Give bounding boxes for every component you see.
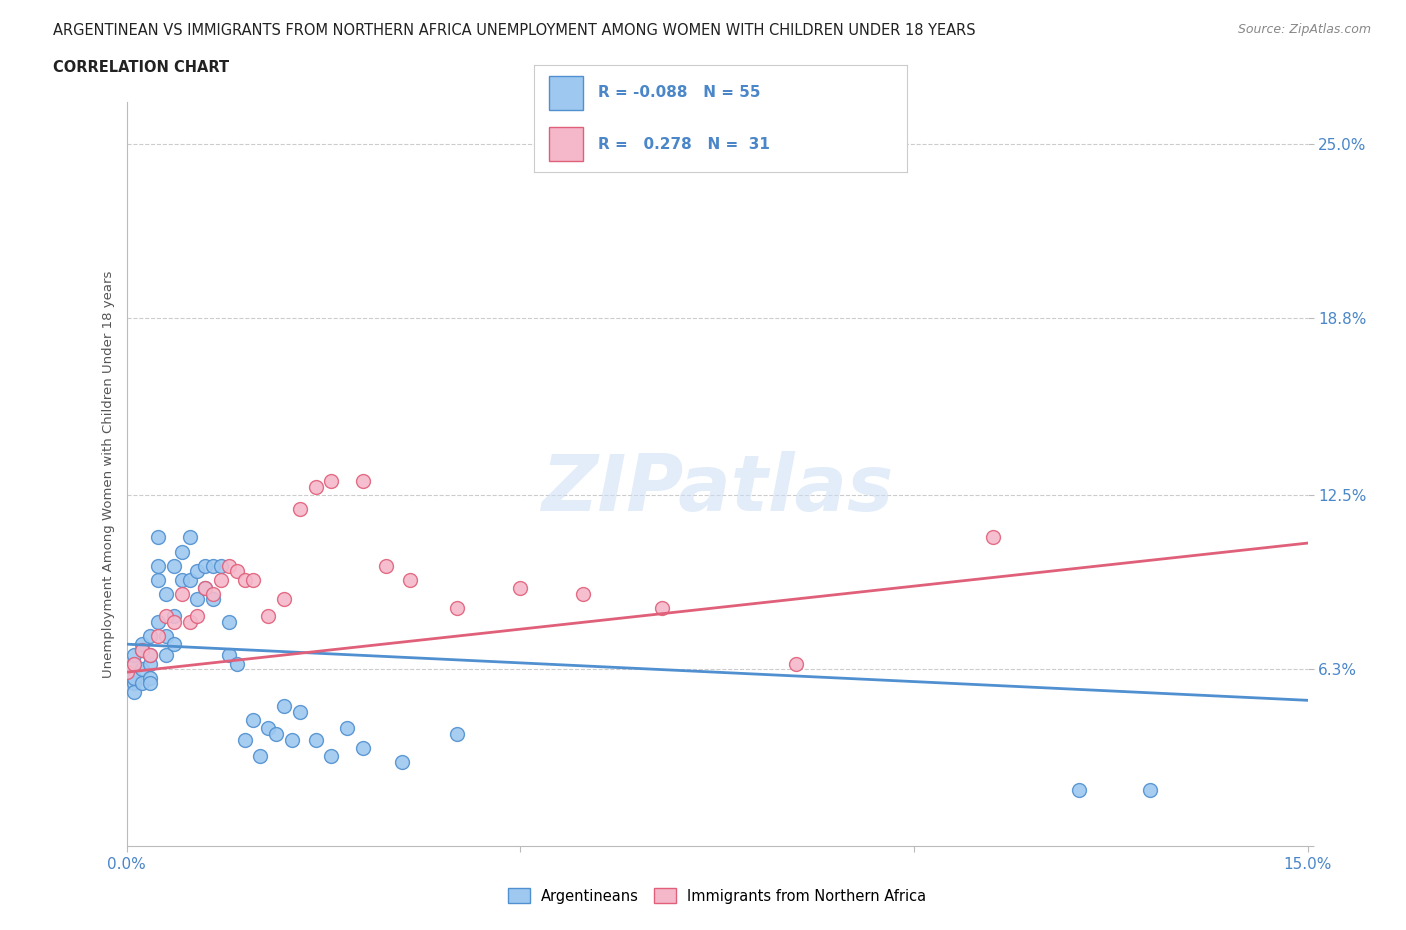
Point <box>115 665 138 680</box>
Point <box>170 586 193 601</box>
Point <box>139 648 162 663</box>
Point <box>170 544 193 559</box>
Point <box>446 600 468 615</box>
Text: R = -0.088   N = 55: R = -0.088 N = 55 <box>598 86 761 100</box>
Point <box>139 657 162 671</box>
Point <box>218 614 240 629</box>
Point <box>139 648 162 663</box>
Y-axis label: Unemployment Among Women with Children Under 18 years: Unemployment Among Women with Children U… <box>103 271 115 678</box>
Point <box>446 726 468 741</box>
Point <box>218 648 240 663</box>
Point <box>131 676 153 691</box>
Point <box>139 629 162 644</box>
Point <box>179 614 201 629</box>
Point <box>509 580 531 595</box>
Point <box>209 558 232 573</box>
Point <box>131 662 153 677</box>
Point <box>124 671 146 685</box>
Point <box>399 572 422 587</box>
Point <box>352 740 374 755</box>
Point <box>179 530 201 545</box>
Point <box>264 726 287 741</box>
Text: ZIPatlas: ZIPatlas <box>541 451 893 527</box>
Point <box>179 572 201 587</box>
Point <box>225 657 247 671</box>
Point <box>131 637 153 652</box>
Point <box>304 732 326 747</box>
Bar <box>550 76 582 110</box>
Point <box>202 586 225 601</box>
Point <box>336 721 359 736</box>
Text: R =   0.278   N =  31: R = 0.278 N = 31 <box>598 137 769 152</box>
Point <box>257 608 280 623</box>
Point <box>218 558 240 573</box>
Point <box>225 564 247 578</box>
Point <box>131 643 153 658</box>
Point <box>186 591 208 606</box>
Point <box>352 474 374 489</box>
Point <box>257 721 280 736</box>
Point <box>209 572 232 587</box>
Point <box>124 676 146 691</box>
Point <box>146 572 169 587</box>
Point <box>163 608 186 623</box>
Point <box>391 754 413 769</box>
Legend: Argentineans, Immigrants from Northern Africa: Argentineans, Immigrants from Northern A… <box>502 883 932 910</box>
Text: CORRELATION CHART: CORRELATION CHART <box>53 60 229 75</box>
Point <box>146 530 169 545</box>
Point <box>233 572 256 587</box>
Point <box>124 648 146 663</box>
Point <box>170 572 193 587</box>
Point <box>321 474 343 489</box>
Point <box>1069 783 1091 798</box>
Point <box>242 712 264 727</box>
Point <box>146 629 169 644</box>
Point <box>202 591 225 606</box>
Point <box>202 558 225 573</box>
Point <box>155 586 177 601</box>
Point <box>155 648 177 663</box>
Text: Source: ZipAtlas.com: Source: ZipAtlas.com <box>1237 23 1371 36</box>
Point <box>242 572 264 587</box>
Point <box>288 502 311 517</box>
Point <box>194 558 217 573</box>
Point <box>115 665 138 680</box>
Point <box>146 614 169 629</box>
Point <box>233 732 256 747</box>
Point <box>785 657 807 671</box>
Point <box>375 558 398 573</box>
Point <box>163 614 186 629</box>
Point <box>139 671 162 685</box>
Point <box>155 608 177 623</box>
Point <box>186 564 208 578</box>
Point <box>273 591 295 606</box>
Point <box>124 657 146 671</box>
Point <box>1139 783 1161 798</box>
Text: ARGENTINEAN VS IMMIGRANTS FROM NORTHERN AFRICA UNEMPLOYMENT AMONG WOMEN WITH CHI: ARGENTINEAN VS IMMIGRANTS FROM NORTHERN … <box>53 23 976 38</box>
Point <box>651 600 673 615</box>
Point <box>124 684 146 699</box>
Point <box>163 637 186 652</box>
Point <box>194 580 217 595</box>
Point <box>288 704 311 719</box>
Bar <box>550 127 582 162</box>
Point <box>124 657 146 671</box>
Point <box>304 480 326 495</box>
Point <box>273 698 295 713</box>
Point <box>131 643 153 658</box>
Point <box>981 530 1004 545</box>
Point <box>281 732 304 747</box>
Point <box>194 580 217 595</box>
Point <box>139 676 162 691</box>
Point <box>186 608 208 623</box>
Point <box>572 586 595 601</box>
Point <box>155 629 177 644</box>
Point <box>146 558 169 573</box>
Point <box>249 749 271 764</box>
Point <box>163 558 186 573</box>
Point <box>321 749 343 764</box>
